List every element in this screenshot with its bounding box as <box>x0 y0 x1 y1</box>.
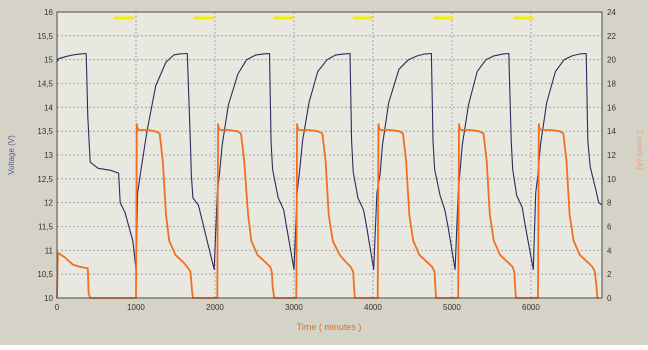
y-tick-label: 11,5 <box>38 223 54 232</box>
y-tick-label: 14 <box>44 103 53 112</box>
y-tick-label: 15,5 <box>37 32 53 41</box>
y2-tick-label: 22 <box>607 32 616 41</box>
y-tick-label: 14,5 <box>37 80 53 89</box>
y2-tick-label: 20 <box>607 56 616 65</box>
y-tick-label: 16 <box>44 8 53 17</box>
x-tick-label: 6000 <box>522 303 540 312</box>
y2-tick-label: 2 <box>607 270 612 279</box>
y-tick-label: 15 <box>44 56 53 65</box>
y-tick-label: 10,5 <box>37 270 53 279</box>
y2-tick-label: 16 <box>607 103 616 112</box>
x-tick-label: 3000 <box>285 303 303 312</box>
y-tick-label: 13 <box>44 151 53 160</box>
y-tick-label: 12 <box>44 199 53 208</box>
y2-tick-label: 18 <box>607 80 616 89</box>
x-axis-label: Time ( minutes ) <box>297 322 362 332</box>
x-tick-label: 4000 <box>364 303 382 312</box>
y2-tick-label: 12 <box>607 151 616 160</box>
x-tick-label: 1000 <box>127 303 145 312</box>
y2-axis-label: Current (A) <box>635 130 644 170</box>
x-tick-label: 0 <box>55 303 60 312</box>
y2-tick-label: 0 <box>607 294 612 303</box>
x-tick-label: 5000 <box>443 303 461 312</box>
y-tick-label: 13,5 <box>37 127 53 136</box>
y-tick-label: 11 <box>45 246 54 255</box>
x-tick-label: 2000 <box>206 303 224 312</box>
y2-tick-label: 8 <box>607 199 612 208</box>
y2-tick-label: 24 <box>607 8 616 17</box>
y-axis-label: Voltage (V) <box>7 135 16 175</box>
y-tick-label: 12,5 <box>37 175 53 184</box>
y-tick-label: 10 <box>44 294 53 303</box>
y2-tick-label: 10 <box>607 175 616 184</box>
y2-tick-label: 6 <box>607 223 612 232</box>
y2-tick-label: 4 <box>607 246 612 255</box>
y2-tick-label: 14 <box>607 127 616 136</box>
